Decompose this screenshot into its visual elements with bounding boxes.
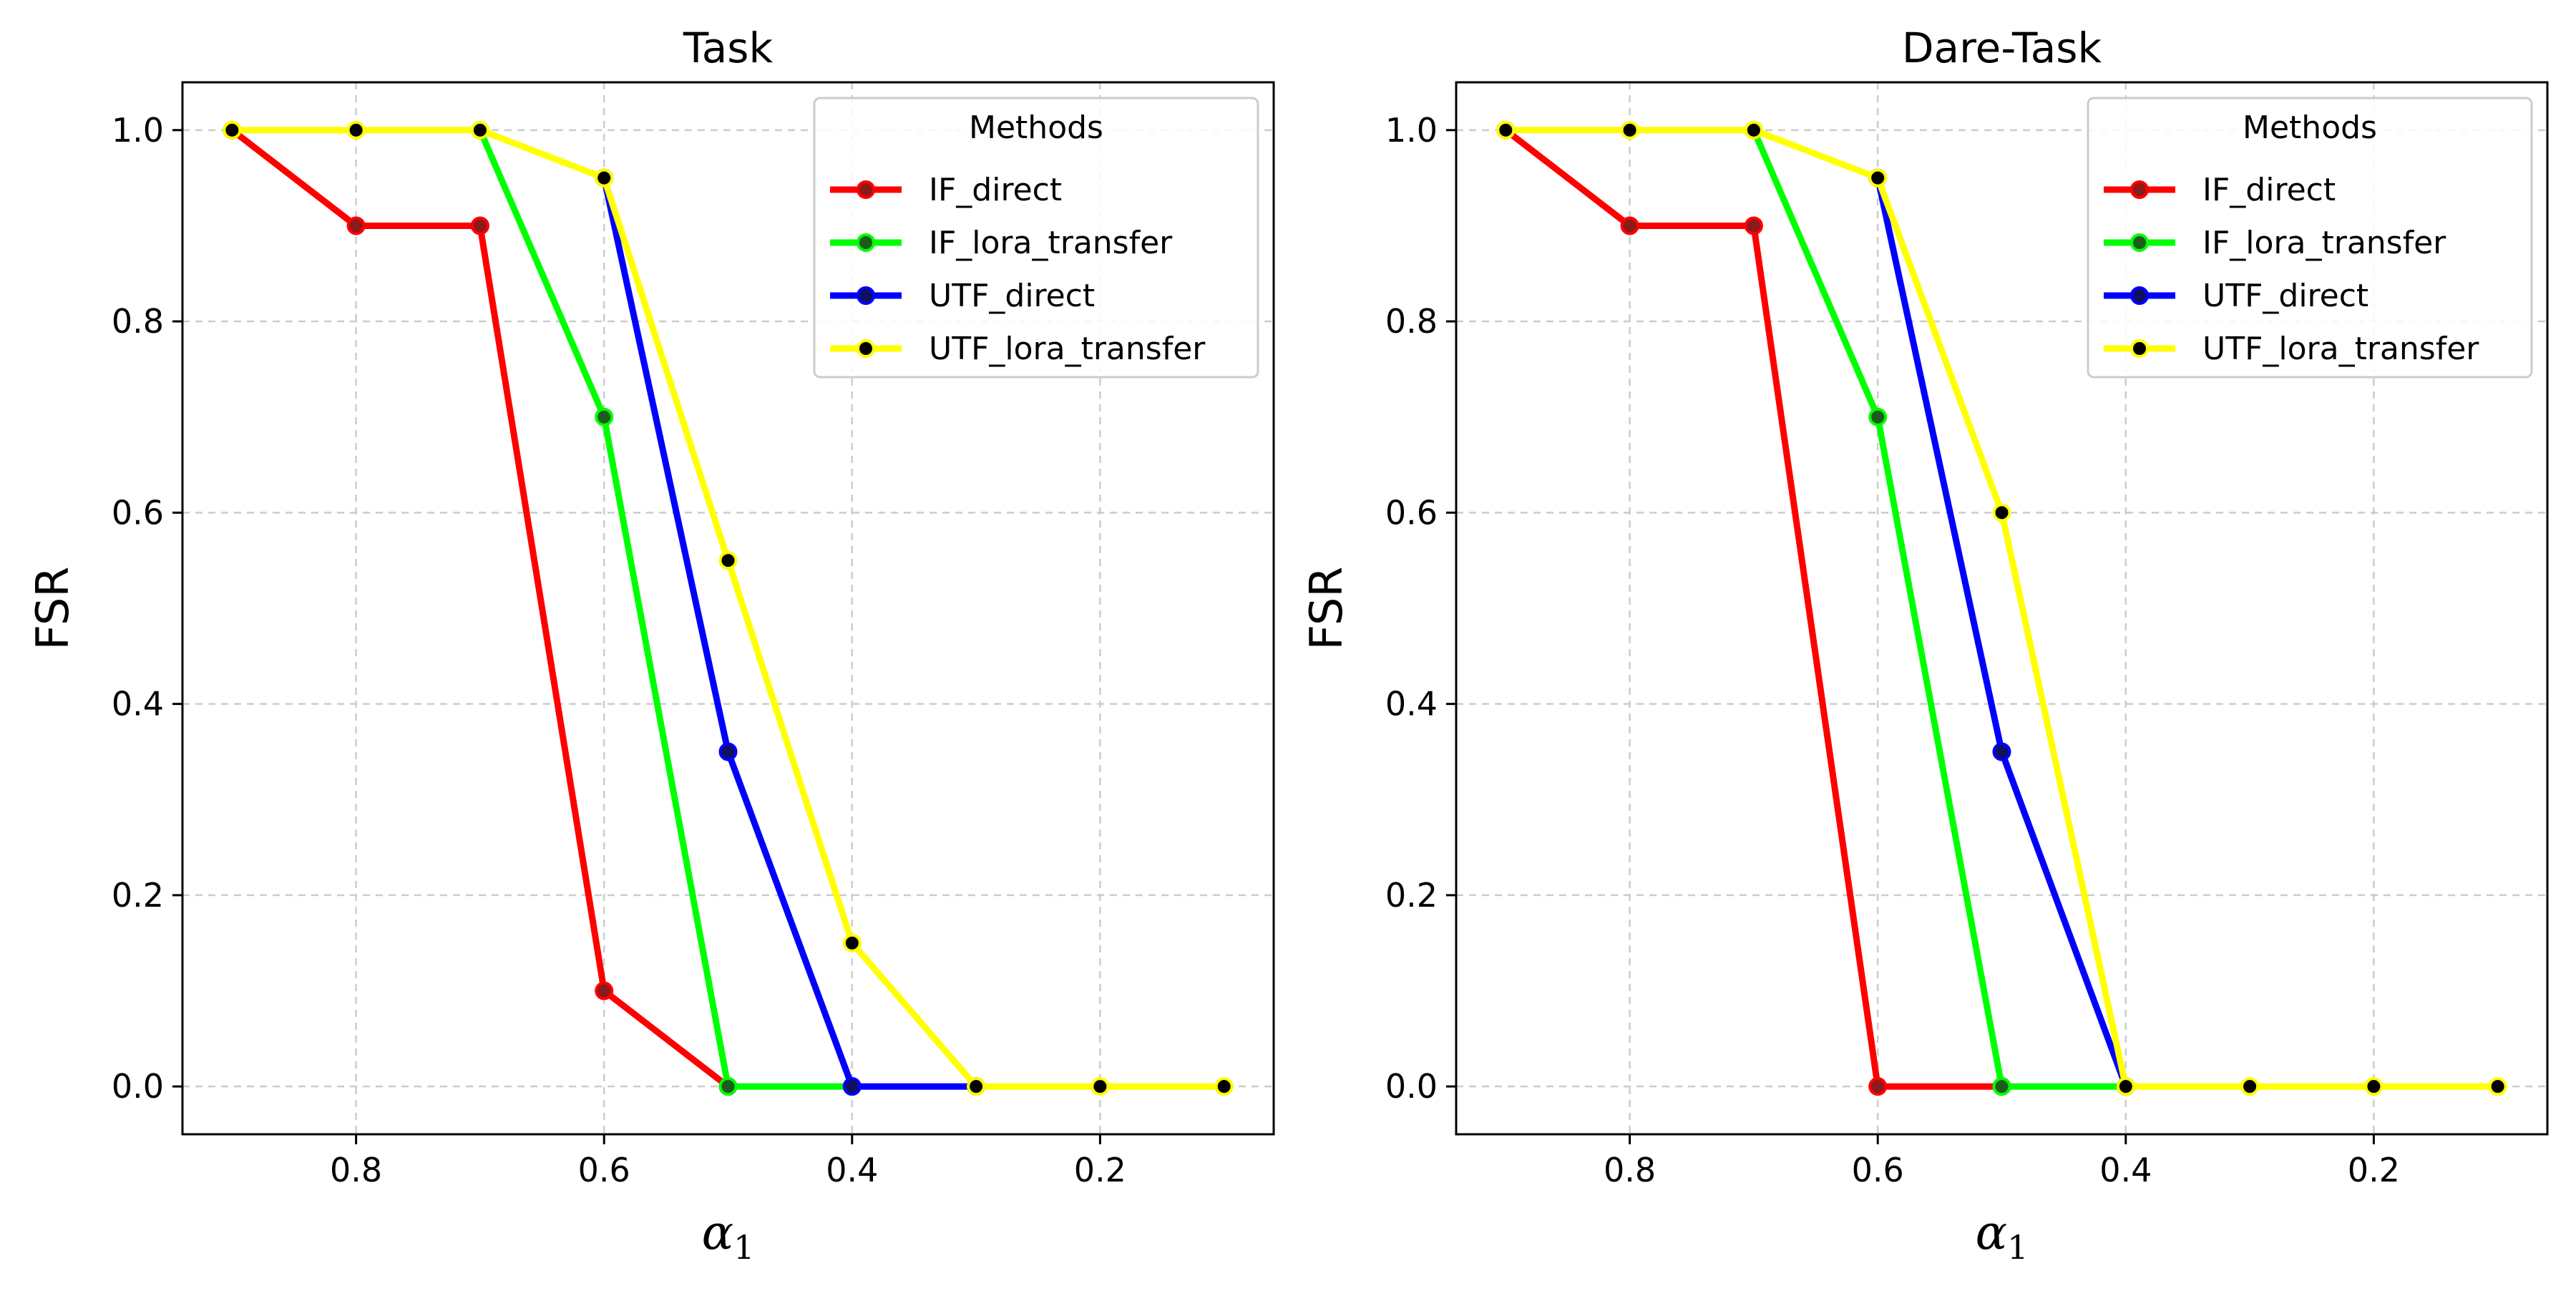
data-point bbox=[2364, 1077, 2384, 1096]
y-tick-label: 1.0 bbox=[1385, 111, 1438, 150]
y-tick-label: 0.2 bbox=[112, 876, 164, 915]
y-tick-label: 0.2 bbox=[1385, 876, 1438, 915]
legend-swatch-marker bbox=[2130, 339, 2149, 358]
data-point bbox=[1744, 120, 1763, 140]
data-point bbox=[842, 1077, 862, 1096]
y-tick-label: 0.0 bbox=[1385, 1067, 1438, 1106]
y-tick-label: 0.8 bbox=[112, 302, 164, 341]
y-tick-label: 0.0 bbox=[112, 1067, 164, 1106]
chart-title: Task bbox=[683, 24, 774, 72]
y-tick-label: 0.6 bbox=[1385, 493, 1438, 532]
y-axis-label: FSR bbox=[1300, 566, 1352, 650]
x-tick-label: 0.2 bbox=[2348, 1151, 2400, 1189]
data-point bbox=[346, 216, 366, 235]
x-axis-label-symbol: α bbox=[702, 1205, 734, 1260]
data-point bbox=[1992, 742, 2011, 761]
x-tick-label: 0.2 bbox=[1074, 1151, 1126, 1189]
legend-entry-label: IF_lora_transfer bbox=[929, 225, 1173, 261]
data-point bbox=[1620, 216, 1639, 235]
series-line-UTF_direct bbox=[600, 177, 977, 1090]
data-point bbox=[1992, 503, 2011, 522]
data-point bbox=[2488, 1077, 2507, 1096]
data-point bbox=[1868, 1077, 1888, 1096]
y-tick-label: 0.4 bbox=[1385, 685, 1438, 724]
legend-box bbox=[2087, 97, 2533, 379]
legend-entry-label: UTF_direct bbox=[2202, 278, 2368, 314]
legend-swatch-marker bbox=[2130, 180, 2149, 199]
y-tick-label: 0.4 bbox=[112, 685, 164, 724]
legend-title: Methods bbox=[2243, 109, 2377, 146]
legend-entry-label: IF_direct bbox=[929, 172, 1062, 208]
chart-panel-1: 0.8 0.6 0.4 0.2 0.0 0.2 0.4 0.6 0.8 1.0 Task FSR α1 M… bbox=[26, 24, 1275, 1267]
data-point bbox=[1868, 407, 1888, 427]
x-axis-label-subscript: 1 bbox=[733, 1228, 754, 1267]
data-point bbox=[1214, 1077, 1234, 1096]
x-axis-label: α1 bbox=[1976, 1205, 2029, 1267]
data-point bbox=[967, 1077, 986, 1096]
legend-entry-label: UTF_direct bbox=[929, 278, 1095, 314]
legend-entry-label: IF_lora_transfer bbox=[2202, 225, 2446, 261]
data-point bbox=[1992, 1077, 2011, 1096]
x-axis-label-subscript: 1 bbox=[2007, 1228, 2028, 1267]
data-point bbox=[595, 168, 614, 187]
legend: Methods IF_direct IF_lora_transfer UTF_dire… bbox=[2087, 97, 2533, 379]
data-point bbox=[718, 1077, 738, 1096]
legend-swatch-marker bbox=[2130, 233, 2149, 252]
axes-frame bbox=[181, 81, 1275, 1136]
data-point bbox=[470, 216, 489, 235]
legend-swatch-marker bbox=[2130, 286, 2149, 305]
legend-swatch-marker bbox=[857, 233, 875, 252]
x-tick-label: 0.8 bbox=[1604, 1151, 1656, 1189]
legend-swatch-marker bbox=[857, 286, 875, 305]
x-tick-label: 0.4 bbox=[2099, 1151, 2152, 1189]
axes-frame bbox=[1455, 81, 2549, 1136]
data-point bbox=[718, 551, 738, 570]
legend-entry-label: IF_direct bbox=[2202, 172, 2336, 208]
y-tick-label: 0.8 bbox=[1385, 302, 1438, 341]
data-point bbox=[470, 120, 489, 140]
y-axis-label: FSR bbox=[26, 566, 79, 650]
legend: Methods IF_direct IF_lora_transfer UTF_dire… bbox=[813, 97, 1259, 379]
x-axis-label: α1 bbox=[702, 1205, 755, 1267]
data-point bbox=[718, 742, 738, 761]
x-axis-label-symbol: α bbox=[1976, 1205, 2008, 1260]
data-point bbox=[595, 981, 614, 1000]
data-point bbox=[2240, 1077, 2260, 1096]
x-tick-label: 0.6 bbox=[1852, 1151, 1904, 1189]
data-point bbox=[223, 120, 242, 140]
series-line-IF_lora_transfer bbox=[1750, 129, 2126, 1090]
data-point bbox=[1496, 120, 1516, 140]
x-tick-label: 0.8 bbox=[330, 1151, 382, 1189]
legend-swatch-marker bbox=[857, 339, 875, 358]
data-point bbox=[595, 407, 614, 427]
data-point bbox=[1868, 168, 1888, 187]
data-point bbox=[346, 120, 366, 140]
legend-swatch-marker bbox=[857, 180, 875, 199]
data-point bbox=[1744, 216, 1763, 235]
data-point bbox=[1091, 1077, 1110, 1096]
y-tick-label: 1.0 bbox=[112, 111, 164, 150]
chart-title: Dare-Task bbox=[1902, 24, 2102, 72]
data-point bbox=[842, 933, 862, 953]
x-tick-label: 0.4 bbox=[826, 1151, 878, 1189]
legend-title: Methods bbox=[969, 109, 1103, 146]
legend-entry-label: UTF_lora_transfer bbox=[2202, 331, 2479, 367]
data-point bbox=[2116, 1077, 2135, 1096]
data-point bbox=[1620, 120, 1639, 140]
x-tick-label: 0.6 bbox=[578, 1151, 630, 1189]
series-line-IF_lora_transfer bbox=[477, 129, 852, 1090]
legend-entry-label: UTF_lora_transfer bbox=[929, 331, 1206, 367]
chart-panel-2: 0.8 0.6 0.4 0.2 0.0 0.2 0.4 0.6 0.8 1.0 Dare-Task F… bbox=[1300, 24, 2549, 1267]
y-tick-label: 0.6 bbox=[112, 493, 164, 532]
legend-box bbox=[813, 97, 1259, 379]
